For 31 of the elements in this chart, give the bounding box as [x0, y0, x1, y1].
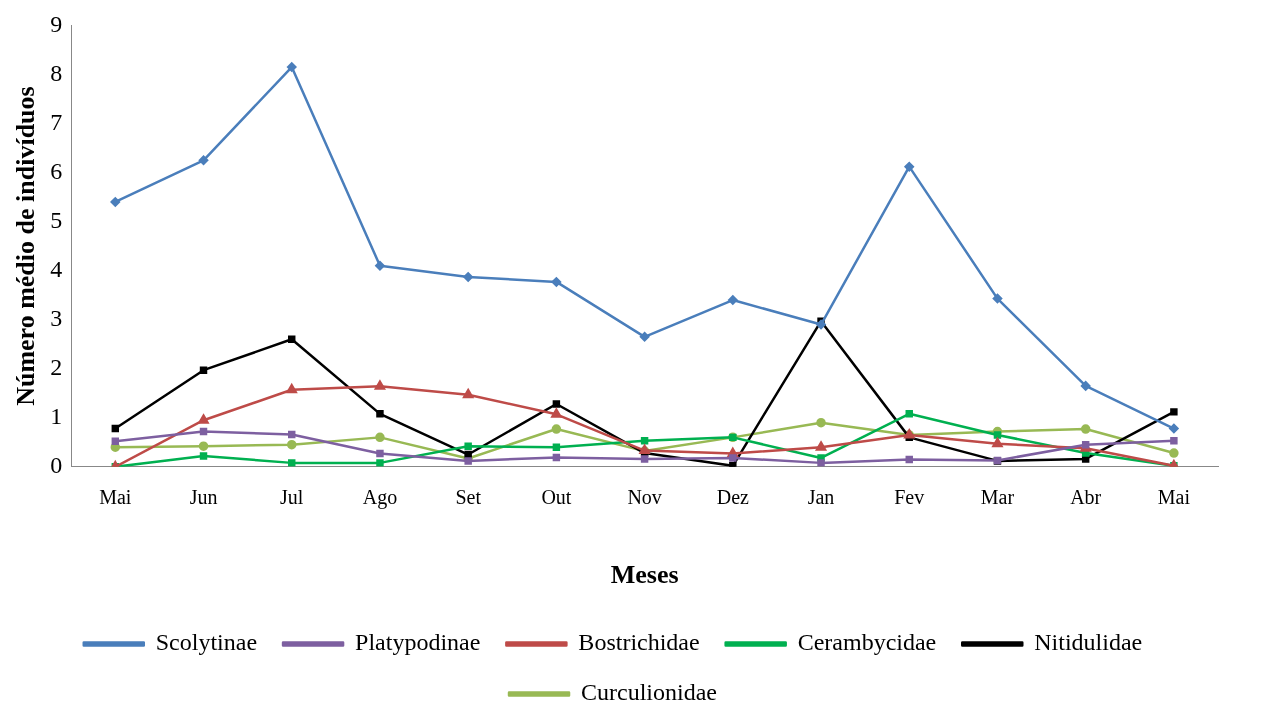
y-tick-label: 6: [50, 157, 63, 184]
y-tick-label: 2: [50, 354, 63, 381]
x-tick-label: Out: [541, 486, 572, 509]
x-tick-label: Jun: [189, 486, 218, 509]
legend-label: Curculionidae: [581, 679, 717, 706]
y-tick-label: 9: [50, 10, 63, 37]
x-tick-label: Fev: [894, 486, 925, 509]
y-tick-label: 3: [50, 304, 63, 331]
x-tick-label: Set: [455, 486, 482, 509]
legend-label: Cerambycidae: [797, 629, 937, 656]
x-axis-title: Meses: [610, 560, 679, 590]
x-tick-label: Abr: [1070, 486, 1102, 509]
legend-label: Platypodinae: [355, 629, 481, 656]
legend-label: Scolytinae: [155, 629, 258, 656]
y-tick-label: 4: [50, 255, 63, 282]
legend-label: Nitidulidae: [1034, 629, 1143, 656]
y-tick-label: 0: [50, 452, 63, 479]
x-tick-label: Jan: [807, 486, 835, 509]
y-tick-label: 1: [50, 403, 63, 430]
x-tick-label: Mai: [1157, 486, 1191, 509]
y-axis-title: Número médio de indivíduos: [11, 86, 41, 406]
y-tick-label: 8: [50, 59, 63, 86]
y-tick-label: 7: [50, 108, 63, 135]
x-tick-label: Mar: [980, 486, 1015, 509]
x-tick-label: Jul: [280, 486, 304, 509]
x-tick-label: Dez: [716, 486, 750, 509]
legend-label: Bostrichidae: [578, 629, 700, 656]
x-tick-label: Mai: [99, 486, 132, 509]
x-tick-label: Ago: [362, 486, 398, 510]
x-tick-label: Nov: [627, 486, 662, 509]
y-tick-label: 5: [50, 206, 63, 233]
